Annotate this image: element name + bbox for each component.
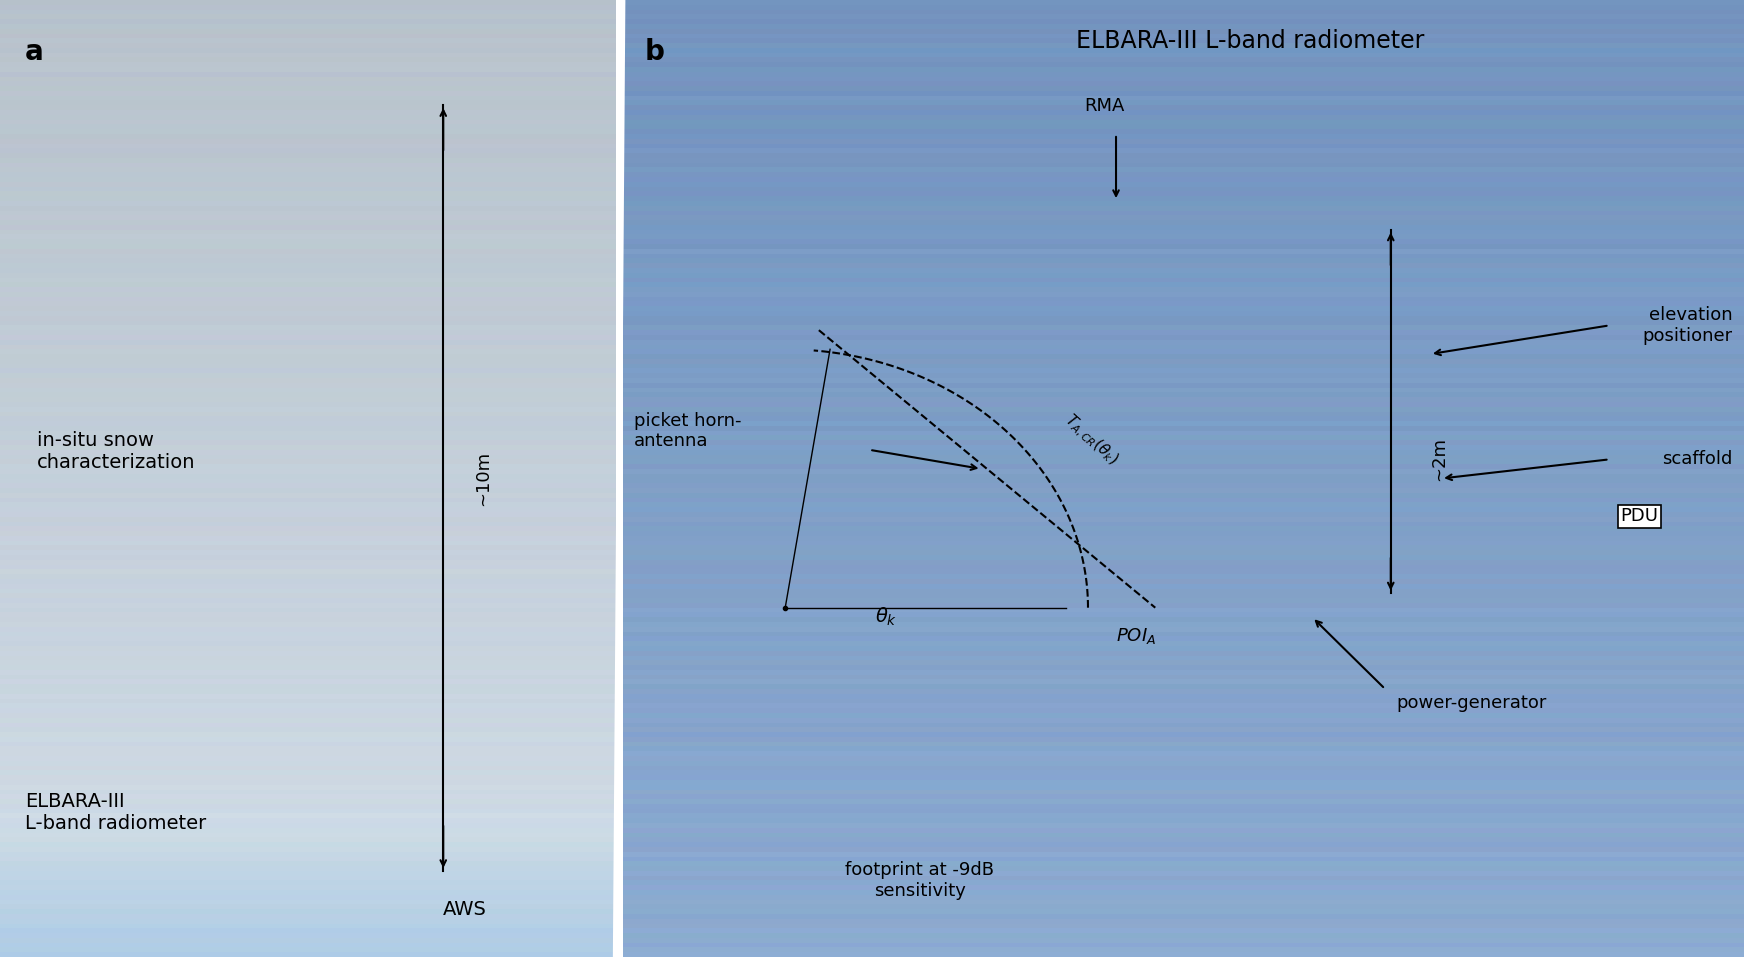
Text: PDU: PDU [1620,507,1659,525]
Text: ~2m: ~2m [1430,437,1448,481]
Text: a: a [24,38,44,66]
Text: $\theta_k$: $\theta_k$ [875,606,896,629]
Text: $POI_A$: $POI_A$ [1116,627,1156,646]
Text: scaffold: scaffold [1662,450,1734,468]
Text: ELBARA-III L-band radiometer: ELBARA-III L-band radiometer [1076,29,1425,53]
Text: b: b [645,38,664,66]
Text: elevation
positioner: elevation positioner [1643,306,1734,345]
Text: AWS: AWS [443,900,487,919]
Text: power-generator: power-generator [1397,694,1547,712]
Text: footprint at -9dB
sensitivity: footprint at -9dB sensitivity [846,861,994,901]
Text: RMA: RMA [1085,97,1125,115]
Text: picket horn-
antenna: picket horn- antenna [633,412,741,451]
Text: $T_{A,CR}(\theta_k)$: $T_{A,CR}(\theta_k)$ [1060,411,1121,470]
Text: in-situ snow
characterization: in-situ snow characterization [37,431,195,472]
Text: ~10m: ~10m [474,451,492,506]
Text: ELBARA-III
L-band radiometer: ELBARA-III L-band radiometer [24,791,206,833]
